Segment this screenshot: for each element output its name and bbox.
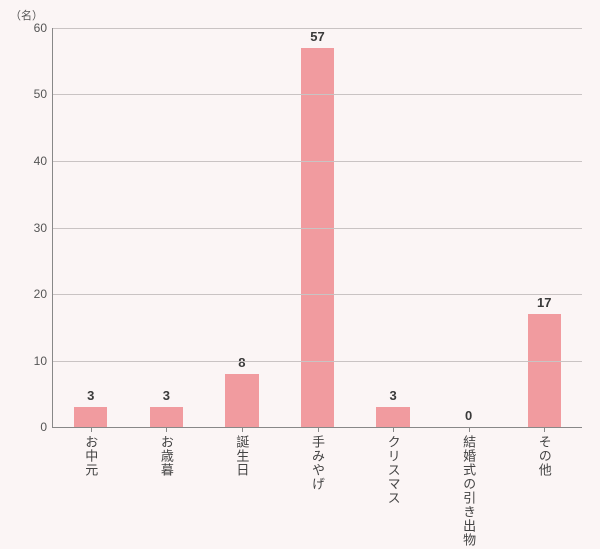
bar-value-label: 17 [528, 295, 561, 310]
x-tick [242, 427, 243, 432]
x-tick-label: お歳暮 [157, 435, 176, 477]
x-tick-label: 誕生日 [232, 435, 251, 477]
x-tick [318, 427, 319, 432]
bar: 3お歳暮 [150, 407, 183, 427]
x-tick [469, 427, 470, 432]
y-tick-label: 10 [34, 354, 47, 368]
x-tick-label: 結婚式の引き出物 [459, 435, 478, 547]
plot-area: 3お中元3お歳暮8誕生日57手みやげ3クリスマス0結婚式の引き出物17その他 0… [52, 28, 582, 428]
gridline [53, 361, 582, 362]
x-tick-label: その他 [535, 435, 554, 477]
y-tick-label: 60 [34, 21, 47, 35]
x-tick [166, 427, 167, 432]
bar-value-label: 3 [74, 388, 107, 403]
x-tick-label: お中元 [81, 435, 100, 477]
bar-value-label: 8 [225, 355, 258, 370]
y-tick-label: 40 [34, 154, 47, 168]
x-tick [393, 427, 394, 432]
x-tick-label: クリスマス [384, 435, 403, 505]
y-tick-label: 30 [34, 221, 47, 235]
bar: 57手みやげ [301, 48, 334, 427]
bar-value-label: 3 [150, 388, 183, 403]
bar: 8誕生日 [225, 374, 258, 427]
bar-value-label: 0 [452, 408, 485, 423]
bar: 3お中元 [74, 407, 107, 427]
x-tick [91, 427, 92, 432]
gridline [53, 161, 582, 162]
bar-value-label: 3 [376, 388, 409, 403]
x-tick [544, 427, 545, 432]
gridline [53, 94, 582, 95]
y-tick-label: 50 [34, 87, 47, 101]
bar-chart: （名） 3お中元3お歳暮8誕生日57手みやげ3クリスマス0結婚式の引き出物17そ… [0, 0, 600, 549]
bar-value-label: 57 [301, 29, 334, 44]
y-tick-label: 20 [34, 287, 47, 301]
bar: 17その他 [528, 314, 561, 427]
x-tick-label: 手みやげ [308, 435, 327, 491]
y-tick-label: 0 [40, 420, 47, 434]
bar: 3クリスマス [376, 407, 409, 427]
gridline [53, 28, 582, 29]
gridline [53, 228, 582, 229]
gridline [53, 294, 582, 295]
